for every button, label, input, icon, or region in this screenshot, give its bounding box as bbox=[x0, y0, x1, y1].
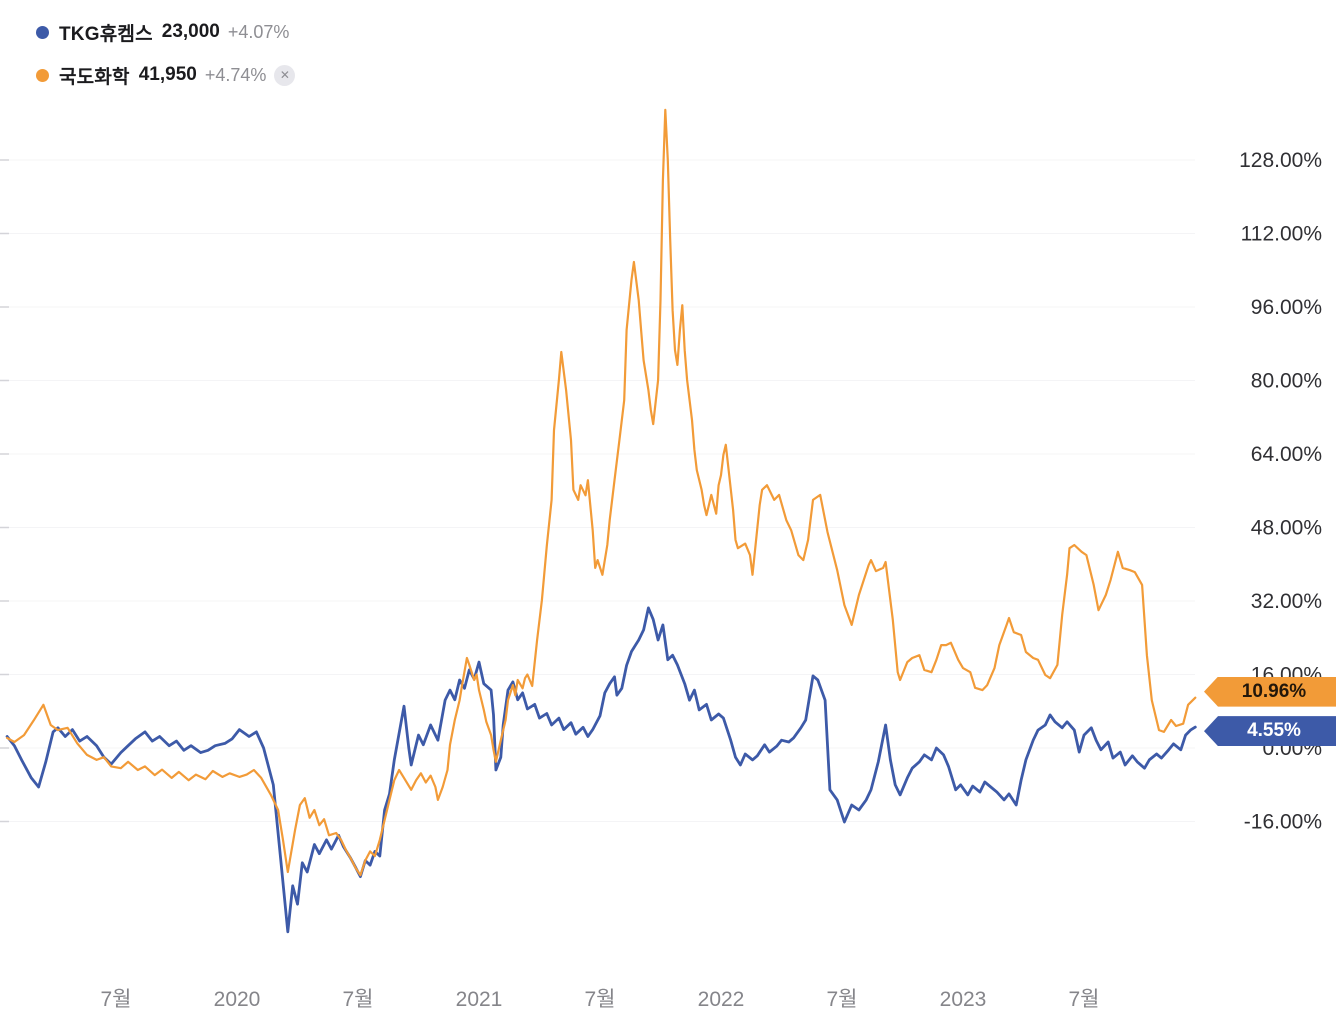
x-axis-label: 7월 bbox=[827, 988, 858, 1011]
y-axis-label: 80.00% bbox=[1251, 370, 1322, 393]
current-value-badge-tkg: 4.55% bbox=[1204, 716, 1336, 747]
x-axis-label: 2022 bbox=[698, 988, 745, 1011]
series-change: +4.74% bbox=[204, 64, 267, 85]
x-axis-label: 7월 bbox=[343, 988, 374, 1011]
x-axis-label: 2023 bbox=[940, 988, 987, 1011]
series-change: +4.07% bbox=[227, 21, 290, 42]
badge-value: 4.55% bbox=[1247, 720, 1301, 742]
y-axis-label: 32.00% bbox=[1251, 590, 1322, 613]
y-axis-label: 96.00% bbox=[1251, 296, 1322, 319]
current-value-badge-kukdo: 10.96% bbox=[1204, 676, 1336, 707]
series-name: TKG휴켐스 bbox=[59, 23, 153, 45]
y-axis-label: 112.00% bbox=[1241, 223, 1322, 246]
series-line-tkg bbox=[5, 606, 1197, 934]
series-price: 41,950 bbox=[138, 64, 197, 85]
legend-item-tkg-hukems[interactable]: TKG휴켐스 23,000 +4.07% bbox=[36, 14, 295, 50]
close-icon: ✕ bbox=[279, 68, 290, 82]
series-name: 국도화학 bbox=[59, 66, 130, 88]
series-color-dot bbox=[36, 25, 49, 39]
y-axis-label: 128.00% bbox=[1239, 149, 1322, 172]
y-axis-label: 64.00% bbox=[1251, 443, 1322, 466]
legend: TKG휴켐스 23,000 +4.07% 국도화학 41,950 +4.74% … bbox=[36, 14, 296, 100]
x-axis-label: 7월 bbox=[1069, 988, 1100, 1011]
x-axis-label: 2020 bbox=[214, 988, 261, 1011]
y-axis-label: 48.00% bbox=[1251, 517, 1322, 540]
x-axis-label: 2021 bbox=[456, 988, 503, 1011]
series-price: 23,000 bbox=[161, 21, 220, 42]
remove-series-button[interactable]: ✕ bbox=[274, 64, 296, 86]
x-axis-label: 7월 bbox=[585, 988, 616, 1011]
series-line-kukdo bbox=[5, 108, 1197, 877]
badge-value: 10.96% bbox=[1241, 680, 1307, 702]
legend-item-kukdo-chemical[interactable]: 국도화학 41,950 +4.74% ✕ bbox=[36, 57, 296, 93]
x-axis-label: 7월 bbox=[101, 988, 132, 1011]
series-color-dot bbox=[36, 68, 49, 82]
y-axis-label: -16.00% bbox=[1244, 811, 1322, 834]
